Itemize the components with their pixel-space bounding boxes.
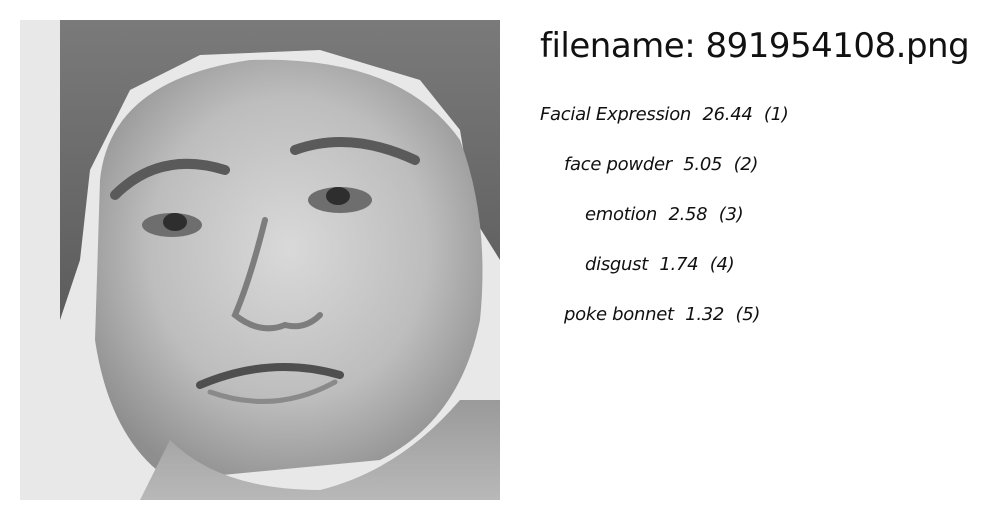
prediction-score: 5.05 [683,154,723,175]
prediction-score: 1.74 [659,254,699,275]
prediction-item: Facial Expression 26.44 (1) [540,100,789,130]
prediction-label: emotion [585,204,658,225]
prediction-label: face powder [564,154,672,175]
grayscale-face-photo-icon [20,20,500,500]
filename-value: 891954108.png [705,26,970,66]
prediction-score: 2.58 [668,204,708,225]
info-panel: filename: 891954108.png Facial Expressio… [540,20,980,500]
filename-label: filename: [540,26,696,66]
prediction-rank: (5) [735,304,761,325]
filename-title: filename: 891954108.png [540,24,970,68]
prediction-score: 1.32 [685,304,725,325]
prediction-rank: (3) [718,204,744,225]
prediction-label: poke bonnet [564,304,674,325]
prediction-item: emotion 2.58 (3) [585,200,744,230]
prediction-rank: (4) [709,254,735,275]
prediction-label: disgust [585,254,648,275]
prediction-score: 26.44 [702,104,753,125]
prediction-item: poke bonnet 1.32 (5) [564,300,760,330]
prediction-label: Facial Expression [540,104,692,125]
face-photo [20,20,500,500]
prediction-rank: (1) [763,104,789,125]
prediction-item: disgust 1.74 (4) [585,250,735,280]
prediction-item: face powder 5.05 (2) [564,150,758,180]
prediction-rank: (2) [733,154,759,175]
